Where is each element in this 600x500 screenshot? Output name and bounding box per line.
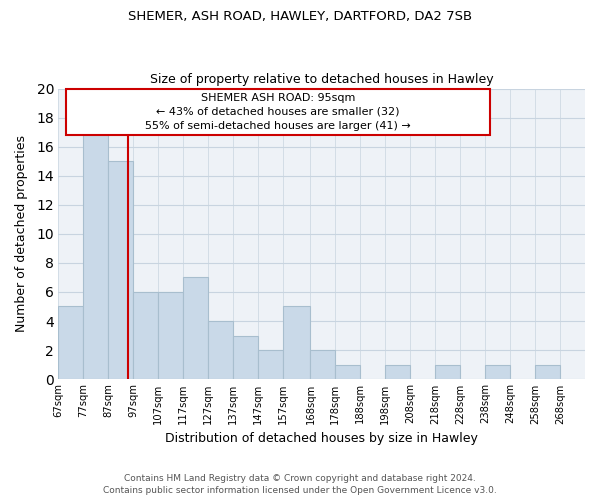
Bar <box>310 350 335 379</box>
Bar <box>133 292 158 379</box>
Bar <box>208 321 233 379</box>
Bar <box>435 364 460 379</box>
Bar <box>58 306 83 379</box>
Bar <box>108 161 133 379</box>
Bar <box>385 364 410 379</box>
Bar <box>535 364 560 379</box>
Bar <box>485 364 510 379</box>
X-axis label: Distribution of detached houses by size in Hawley: Distribution of detached houses by size … <box>165 432 478 445</box>
Bar <box>233 336 258 379</box>
FancyBboxPatch shape <box>66 88 490 135</box>
Title: Size of property relative to detached houses in Hawley: Size of property relative to detached ho… <box>150 73 493 86</box>
Bar <box>183 278 208 379</box>
Bar <box>283 306 310 379</box>
Y-axis label: Number of detached properties: Number of detached properties <box>15 136 28 332</box>
Bar <box>258 350 283 379</box>
Text: SHEMER ASH ROAD: 95sqm
← 43% of detached houses are smaller (32)
55% of semi-det: SHEMER ASH ROAD: 95sqm ← 43% of detached… <box>145 93 411 131</box>
Bar <box>158 292 183 379</box>
Bar <box>335 364 361 379</box>
Text: SHEMER, ASH ROAD, HAWLEY, DARTFORD, DA2 7SB: SHEMER, ASH ROAD, HAWLEY, DARTFORD, DA2 … <box>128 10 472 23</box>
Bar <box>83 132 108 379</box>
Text: Contains HM Land Registry data © Crown copyright and database right 2024.
Contai: Contains HM Land Registry data © Crown c… <box>103 474 497 495</box>
